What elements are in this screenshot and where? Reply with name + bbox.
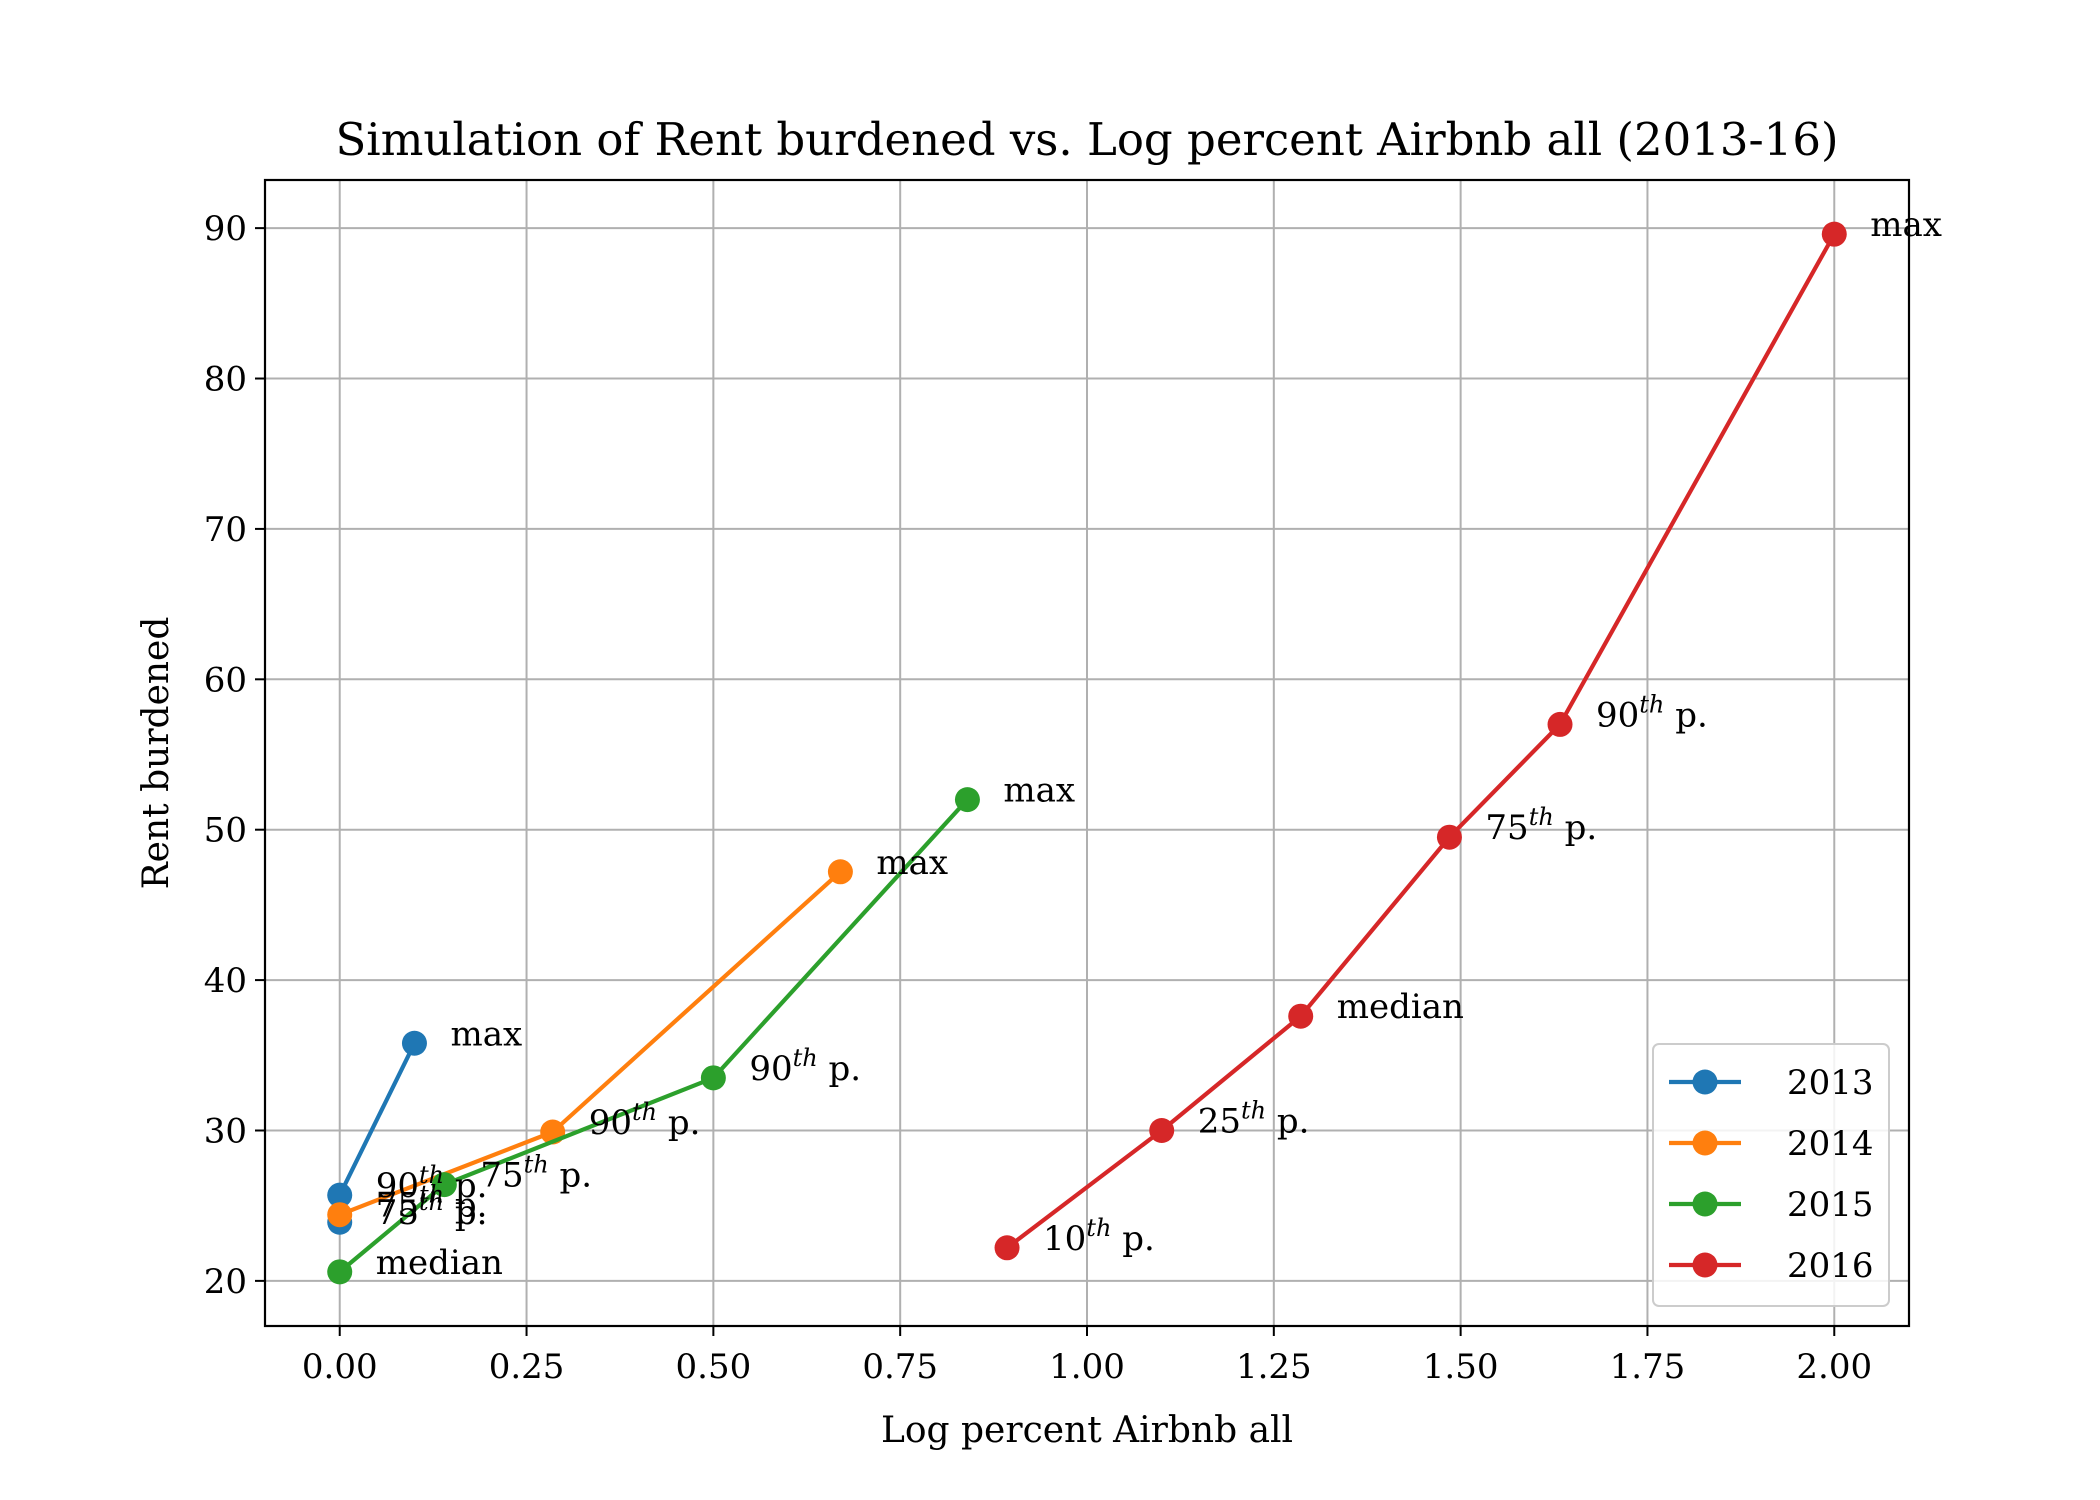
y-tick-label: 40 <box>204 961 247 1001</box>
point-label-2015: max <box>1003 771 1075 811</box>
y-tick-label: 30 <box>204 1111 247 1151</box>
y-tick-label: 90 <box>204 209 247 249</box>
x-axis-title: Log percent Airbnb all <box>881 1410 1293 1451</box>
x-tick-label: 0.50 <box>676 1347 752 1387</box>
x-tick-label: 0.25 <box>489 1347 565 1387</box>
legend-marker-2013 <box>1692 1069 1718 1095</box>
y-tick-label: 50 <box>204 811 247 851</box>
data-point-2014 <box>827 859 853 885</box>
point-label-2016: 90th p. <box>1596 690 1708 735</box>
chart-title: Simulation of Rent burdened vs. Log perc… <box>335 113 1838 166</box>
x-tick-label: 1.00 <box>1049 1347 1125 1387</box>
data-point-2016 <box>1436 824 1462 850</box>
x-tick-label: 2.00 <box>1796 1347 1872 1387</box>
y-tick-label: 80 <box>204 360 247 400</box>
legend-label-2016: 2016 <box>1787 1246 1874 1286</box>
data-point-2016 <box>1288 1003 1314 1029</box>
point-label-2016: 10th p. <box>1043 1214 1155 1259</box>
point-label-2013: max <box>450 1014 522 1054</box>
point-label-2015: 75th p. <box>480 1151 592 1196</box>
x-tick-label: 1.25 <box>1236 1347 1312 1387</box>
point-label-2015: 90th p. <box>749 1044 861 1089</box>
point-label-2015: median <box>376 1243 503 1283</box>
data-point-2016 <box>1149 1117 1175 1143</box>
point-label-2016: max <box>1870 205 1942 245</box>
data-point-2015 <box>431 1172 457 1198</box>
legend-label-2013: 2013 <box>1787 1063 1874 1103</box>
data-point-2015 <box>954 787 980 813</box>
legend-marker-2014 <box>1692 1130 1718 1156</box>
point-label-2013: 75th p. <box>376 1188 488 1233</box>
grid <box>265 180 1909 1326</box>
y-tick-label: 70 <box>204 510 247 550</box>
data-point-2013 <box>327 1182 353 1208</box>
point-label-2014: max <box>876 843 948 883</box>
point-label-2014: 75th p. <box>376 1181 488 1226</box>
series-line-2016 <box>1005 233 1837 1250</box>
legend: 2013 2014 2015 2016 <box>1652 1043 1890 1307</box>
point-label-2016: 25th p. <box>1198 1096 1310 1141</box>
data-point-2016 <box>1821 221 1847 247</box>
x-tick-label: 0.00 <box>302 1347 378 1387</box>
point-label-2016: median <box>1337 987 1464 1027</box>
data-point-2016 <box>1547 711 1573 737</box>
x-tick-label: 1.50 <box>1423 1347 1499 1387</box>
point-label-2013: 90th p. <box>376 1161 488 1206</box>
legend-marker-2016 <box>1692 1252 1718 1278</box>
series-line-2015 <box>338 798 969 1274</box>
y-axis-title: Rent burdened <box>136 617 177 890</box>
legend-box <box>1652 1043 1890 1307</box>
point-label-2016: 75th p. <box>1485 803 1597 848</box>
legend-marker-2015 <box>1692 1191 1718 1217</box>
legend-label-2015: 2015 <box>1787 1185 1874 1225</box>
series-layer <box>327 221 1847 1285</box>
y-tick-label: 60 <box>204 660 247 700</box>
data-point-2015 <box>700 1065 726 1091</box>
x-tick-label: 1.75 <box>1610 1347 1686 1387</box>
y-tick-label: 20 <box>204 1262 247 1302</box>
legend-label-2014: 2014 <box>1787 1124 1874 1164</box>
ticks: 0.00 0.25 0.50 0.75 1.00 1.25 1.50 1.75 2.00 20 30… <box>204 209 1872 1387</box>
x-tick-label: 0.75 <box>862 1347 938 1387</box>
point-label-2014: 90th p. <box>589 1098 701 1143</box>
data-point-2015 <box>327 1259 353 1285</box>
data-point-2013 <box>401 1030 427 1056</box>
data-point-2016 <box>994 1235 1020 1261</box>
data-point-2014 <box>327 1202 353 1228</box>
